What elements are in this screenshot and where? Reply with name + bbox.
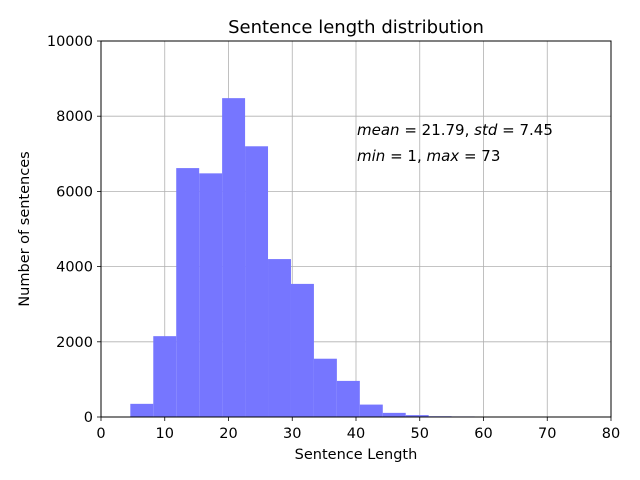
y-tick-label: 2000 bbox=[56, 335, 93, 351]
y-axis-label: Number of sentences bbox=[17, 151, 33, 306]
min-value: 1 bbox=[407, 147, 417, 165]
x-tick-label: 10 bbox=[156, 426, 174, 442]
histogram-bar bbox=[313, 358, 337, 417]
stats-annotation-line2: min = 1, max = 73 bbox=[357, 147, 500, 165]
histogram-bar bbox=[199, 173, 223, 417]
std-value: 7.45 bbox=[519, 121, 552, 139]
x-tick-label: 30 bbox=[283, 426, 301, 442]
max-label: max bbox=[427, 147, 460, 165]
y-tick-label: 8000 bbox=[56, 109, 93, 125]
x-tick-label: 0 bbox=[96, 426, 105, 442]
stats-annotation-line1: mean = 21.79, std = 7.45 bbox=[357, 121, 553, 139]
x-axis-label: Sentence Length bbox=[295, 447, 418, 463]
y-tick-label: 4000 bbox=[56, 260, 93, 276]
y-tick-label: 0 bbox=[84, 410, 93, 426]
histogram-bar bbox=[245, 146, 269, 417]
min-label: min bbox=[357, 147, 385, 165]
histogram-bars bbox=[130, 98, 567, 417]
histogram-bar bbox=[382, 412, 406, 417]
mean-value: 21.79 bbox=[422, 121, 465, 139]
x-tick-label: 50 bbox=[411, 426, 429, 442]
chart-title: Sentence length distribution bbox=[228, 17, 484, 38]
histogram-bar bbox=[130, 403, 154, 417]
histogram-bar bbox=[176, 168, 200, 417]
x-tick-label: 20 bbox=[219, 426, 237, 442]
histogram-bar bbox=[153, 336, 177, 417]
y-tick-label: 10000 bbox=[47, 34, 93, 50]
histogram-bar bbox=[268, 259, 291, 417]
histogram-bar bbox=[405, 415, 429, 417]
histogram-bar bbox=[336, 380, 360, 417]
mean-label: mean bbox=[357, 121, 400, 139]
std-label: std bbox=[474, 121, 498, 139]
x-tick-label: 60 bbox=[474, 426, 492, 442]
histogram-bar bbox=[222, 98, 246, 417]
y-tick-label: 6000 bbox=[56, 184, 93, 200]
histogram-bar bbox=[359, 404, 383, 417]
max-value: 73 bbox=[481, 147, 500, 165]
x-tick-label: 70 bbox=[538, 426, 556, 442]
y-axis-ticks: 0 2000 4000 6000 8000 10000 bbox=[47, 34, 101, 426]
x-tick-label: 80 bbox=[602, 426, 620, 442]
x-axis-ticks: 0 10 20 30 40 50 60 70 80 bbox=[96, 417, 620, 442]
x-tick-label: 40 bbox=[347, 426, 365, 442]
histogram-bar bbox=[290, 283, 314, 417]
